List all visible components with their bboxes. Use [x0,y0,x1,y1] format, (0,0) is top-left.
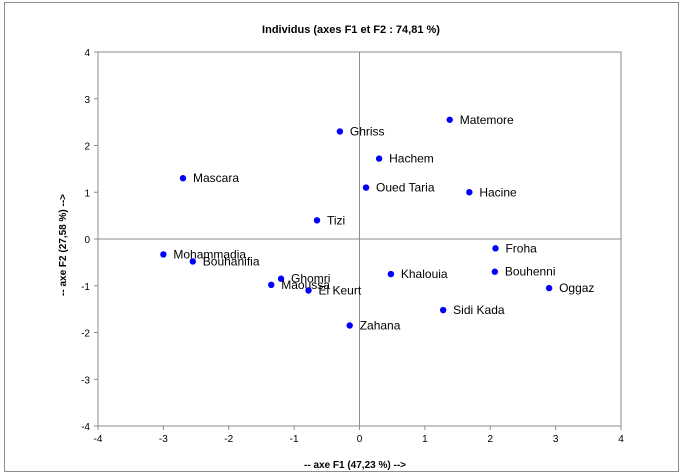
x-tick-label: -3 [159,434,168,445]
y-tick-label: 3 [84,95,90,106]
y-tick-label: -1 [81,282,90,293]
y-tick-label: 4 [84,48,90,59]
point-label: Zahana [360,318,401,332]
x-tick-label: 0 [357,434,363,445]
x-tick-label: 3 [553,434,559,445]
x-tick-label: -1 [290,434,299,445]
point-label: Hacine [479,185,517,199]
data-point [491,268,499,275]
point-label: Ghomri [291,272,330,286]
data-point [439,306,447,314]
point-label: Bouhenni [505,265,556,279]
data-point [492,245,499,252]
data-point [346,322,353,329]
x-tick-label: 2 [487,434,493,445]
point-label: Sidi Kada [453,303,505,317]
y-tick-label: -2 [81,329,90,340]
data-point [189,258,196,265]
plot-area [94,51,622,430]
point-label: Bouhanifia [203,254,260,268]
data-point [160,251,167,258]
data-point [545,284,553,292]
point-label: Oued Taria [376,181,435,195]
x-tick-label: 1 [422,434,428,445]
y-axis-title: -- axe F2 (27,58 %) --> [58,194,69,296]
point-label: Maoussa [281,278,330,292]
data-point [179,175,187,182]
data-point [387,270,395,278]
data-point [362,184,370,191]
x-tick-label: -2 [224,434,233,445]
point-label: Mascara [193,171,239,185]
data-point [277,275,285,282]
point-label: Tizi [327,213,345,227]
data-point [305,287,312,294]
x-tick-label: -4 [94,434,103,445]
chart-frame [4,2,679,472]
point-label: Froha [505,241,537,255]
data-point [336,128,344,135]
data-point [375,155,383,162]
data-point [446,116,453,123]
point-label: El Keurt [319,283,362,297]
point-label: Khalouia [401,267,448,281]
point-label: Ghriss [350,124,385,138]
x-axis-title: -- axe F1 (47,23 %) --> [304,460,406,471]
data-point [268,281,275,289]
point-label: Hachem [389,152,434,166]
point-label: Mohammadia [173,247,246,261]
y-tick-label: 1 [84,188,90,199]
point-label: Oggaz [559,281,594,295]
x-tick-label: 4 [618,434,624,445]
point-label: Matemore [460,113,514,127]
data-point [313,217,321,224]
y-tick-label: 0 [84,235,90,246]
chart-title: Individus (axes F1 et F2 : 74,81 %) [262,24,440,36]
data-point [466,189,473,196]
y-tick-label: -4 [81,422,90,433]
y-tick-label: 2 [84,142,90,153]
y-tick-label: -3 [81,375,90,386]
